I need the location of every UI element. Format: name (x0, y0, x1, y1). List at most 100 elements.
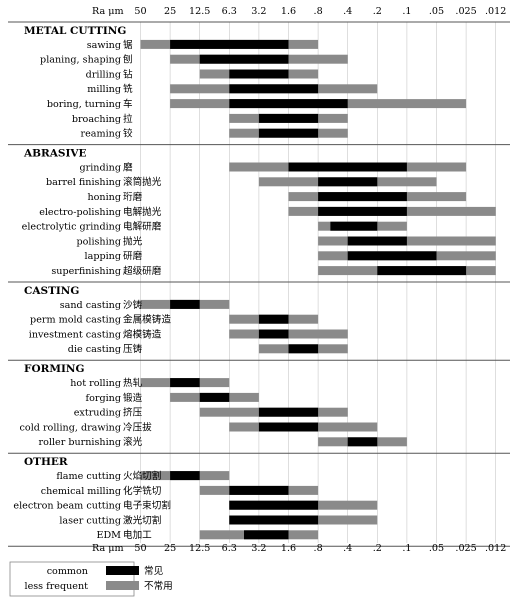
tick-label: 1.6 (281, 6, 296, 17)
process-label: cold rolling, drawing (20, 422, 121, 433)
process-label-cn: 沙铸 (123, 299, 143, 311)
tick-label: .4 (343, 6, 352, 17)
process-label: superfinishing (51, 266, 121, 277)
process-label-cn: 铣 (123, 83, 133, 95)
common-bar (288, 162, 407, 172)
common-bar (170, 299, 200, 309)
tick-label: .8 (314, 6, 323, 17)
common-bar (347, 251, 437, 261)
tick-label: .05 (429, 6, 444, 17)
common-bar (170, 471, 200, 481)
tick-label: 25 (164, 6, 176, 17)
process-label-cn: 超级研磨 (123, 265, 162, 277)
process-label: roller burnishing (39, 437, 121, 448)
tick-label: .025 (455, 6, 476, 17)
process-label-cn: 钻 (123, 68, 133, 80)
process-label-cn: 滚光 (123, 436, 143, 448)
process-label: grinding (79, 162, 121, 173)
chart-grid (8, 21, 510, 547)
group-title: ABRASIVE (23, 148, 87, 160)
common-bar (229, 515, 319, 525)
process-label-cn: 金属模铸造 (123, 314, 171, 326)
common-bar (170, 39, 289, 49)
common-bar (258, 407, 319, 417)
process-label: lapping (85, 251, 121, 262)
common-bar (258, 422, 319, 432)
process-label-cn: 电加工 (123, 529, 152, 541)
process-label-cn: 激光切割 (123, 514, 161, 526)
chart-legend: common 常见 less frequent 不常用 (9, 561, 173, 597)
common-bar (318, 206, 407, 216)
legend-common-swatch (106, 566, 139, 575)
process-label: perm mold casting (30, 315, 121, 326)
common-bar (199, 392, 230, 402)
legend-less-swatch (106, 581, 139, 590)
tick-label: 3.2 (251, 543, 266, 554)
axis-title-bottom: Ra μm (92, 543, 124, 554)
process-label-cn: 锯 (123, 39, 133, 51)
process-label: broaching (72, 114, 121, 125)
tick-label: 12.5 (189, 543, 210, 554)
process-label: extruding (74, 408, 121, 419)
process-label: honing (87, 192, 121, 203)
group-title: CASTING (24, 285, 79, 297)
common-bar (377, 266, 467, 276)
process-label: sand casting (60, 300, 121, 311)
tick-label: 25 (164, 543, 176, 554)
process-label-cn: 刨 (123, 54, 133, 66)
process-label: forging (86, 393, 121, 404)
tick-label: .05 (429, 543, 444, 554)
group-title: OTHER (24, 456, 68, 468)
process-label: milling (87, 84, 121, 95)
axis-title-top: Ra μm (92, 6, 124, 17)
common-bar (288, 344, 319, 354)
tick-label: .1 (402, 543, 411, 554)
common-bar (258, 314, 289, 324)
tick-label: 50 (134, 543, 146, 554)
process-label: investment casting (29, 329, 121, 340)
process-label: laser cutting (59, 515, 121, 526)
process-label-cn: 珩磨 (123, 191, 143, 203)
common-bar (258, 128, 319, 138)
tick-label: .012 (485, 6, 506, 17)
process-label: chemical milling (41, 486, 121, 497)
process-label: reaming (81, 129, 121, 140)
process-label: electron beam cutting (13, 501, 121, 512)
common-bar (229, 500, 319, 510)
process-label: EDM (96, 530, 121, 541)
process-label-cn: 滚筒抛光 (123, 176, 162, 188)
common-bar (258, 113, 319, 123)
process-label: polishing (76, 236, 121, 247)
process-label: barrel finishing (46, 177, 121, 188)
process-label-cn: 拉 (123, 113, 133, 125)
process-label-cn: 化学铣切 (123, 485, 162, 497)
tick-label: 12.5 (189, 6, 210, 17)
process-label-cn: 铰 (123, 128, 133, 140)
process-label-cn: 电解抛光 (123, 206, 162, 218)
process-label-cn: 冷压拔 (123, 421, 152, 433)
tick-label: 1.6 (281, 543, 296, 554)
tick-label: .4 (343, 543, 352, 554)
tick-label: 50 (134, 6, 146, 17)
tick-label: .012 (485, 543, 506, 554)
common-bar (258, 329, 289, 339)
common-bar (330, 221, 378, 231)
process-label-cn: 压铸 (123, 343, 143, 355)
common-bar (347, 236, 407, 246)
tick-label: .025 (455, 543, 476, 554)
process-label-cn: 挤压 (123, 407, 143, 419)
group-title: METAL CUTTING (24, 25, 126, 37)
common-bar (229, 99, 348, 109)
legend-common-label: common (47, 566, 88, 577)
tick-label: .2 (373, 543, 382, 554)
tick-label: .2 (373, 6, 382, 17)
legend-less-label: less frequent (25, 581, 89, 592)
common-bar (229, 485, 289, 495)
tick-label: .1 (402, 6, 411, 17)
common-bar (244, 530, 289, 540)
common-bar (199, 54, 289, 64)
process-label-cn: 车 (123, 98, 133, 110)
chart-bars (140, 39, 496, 540)
